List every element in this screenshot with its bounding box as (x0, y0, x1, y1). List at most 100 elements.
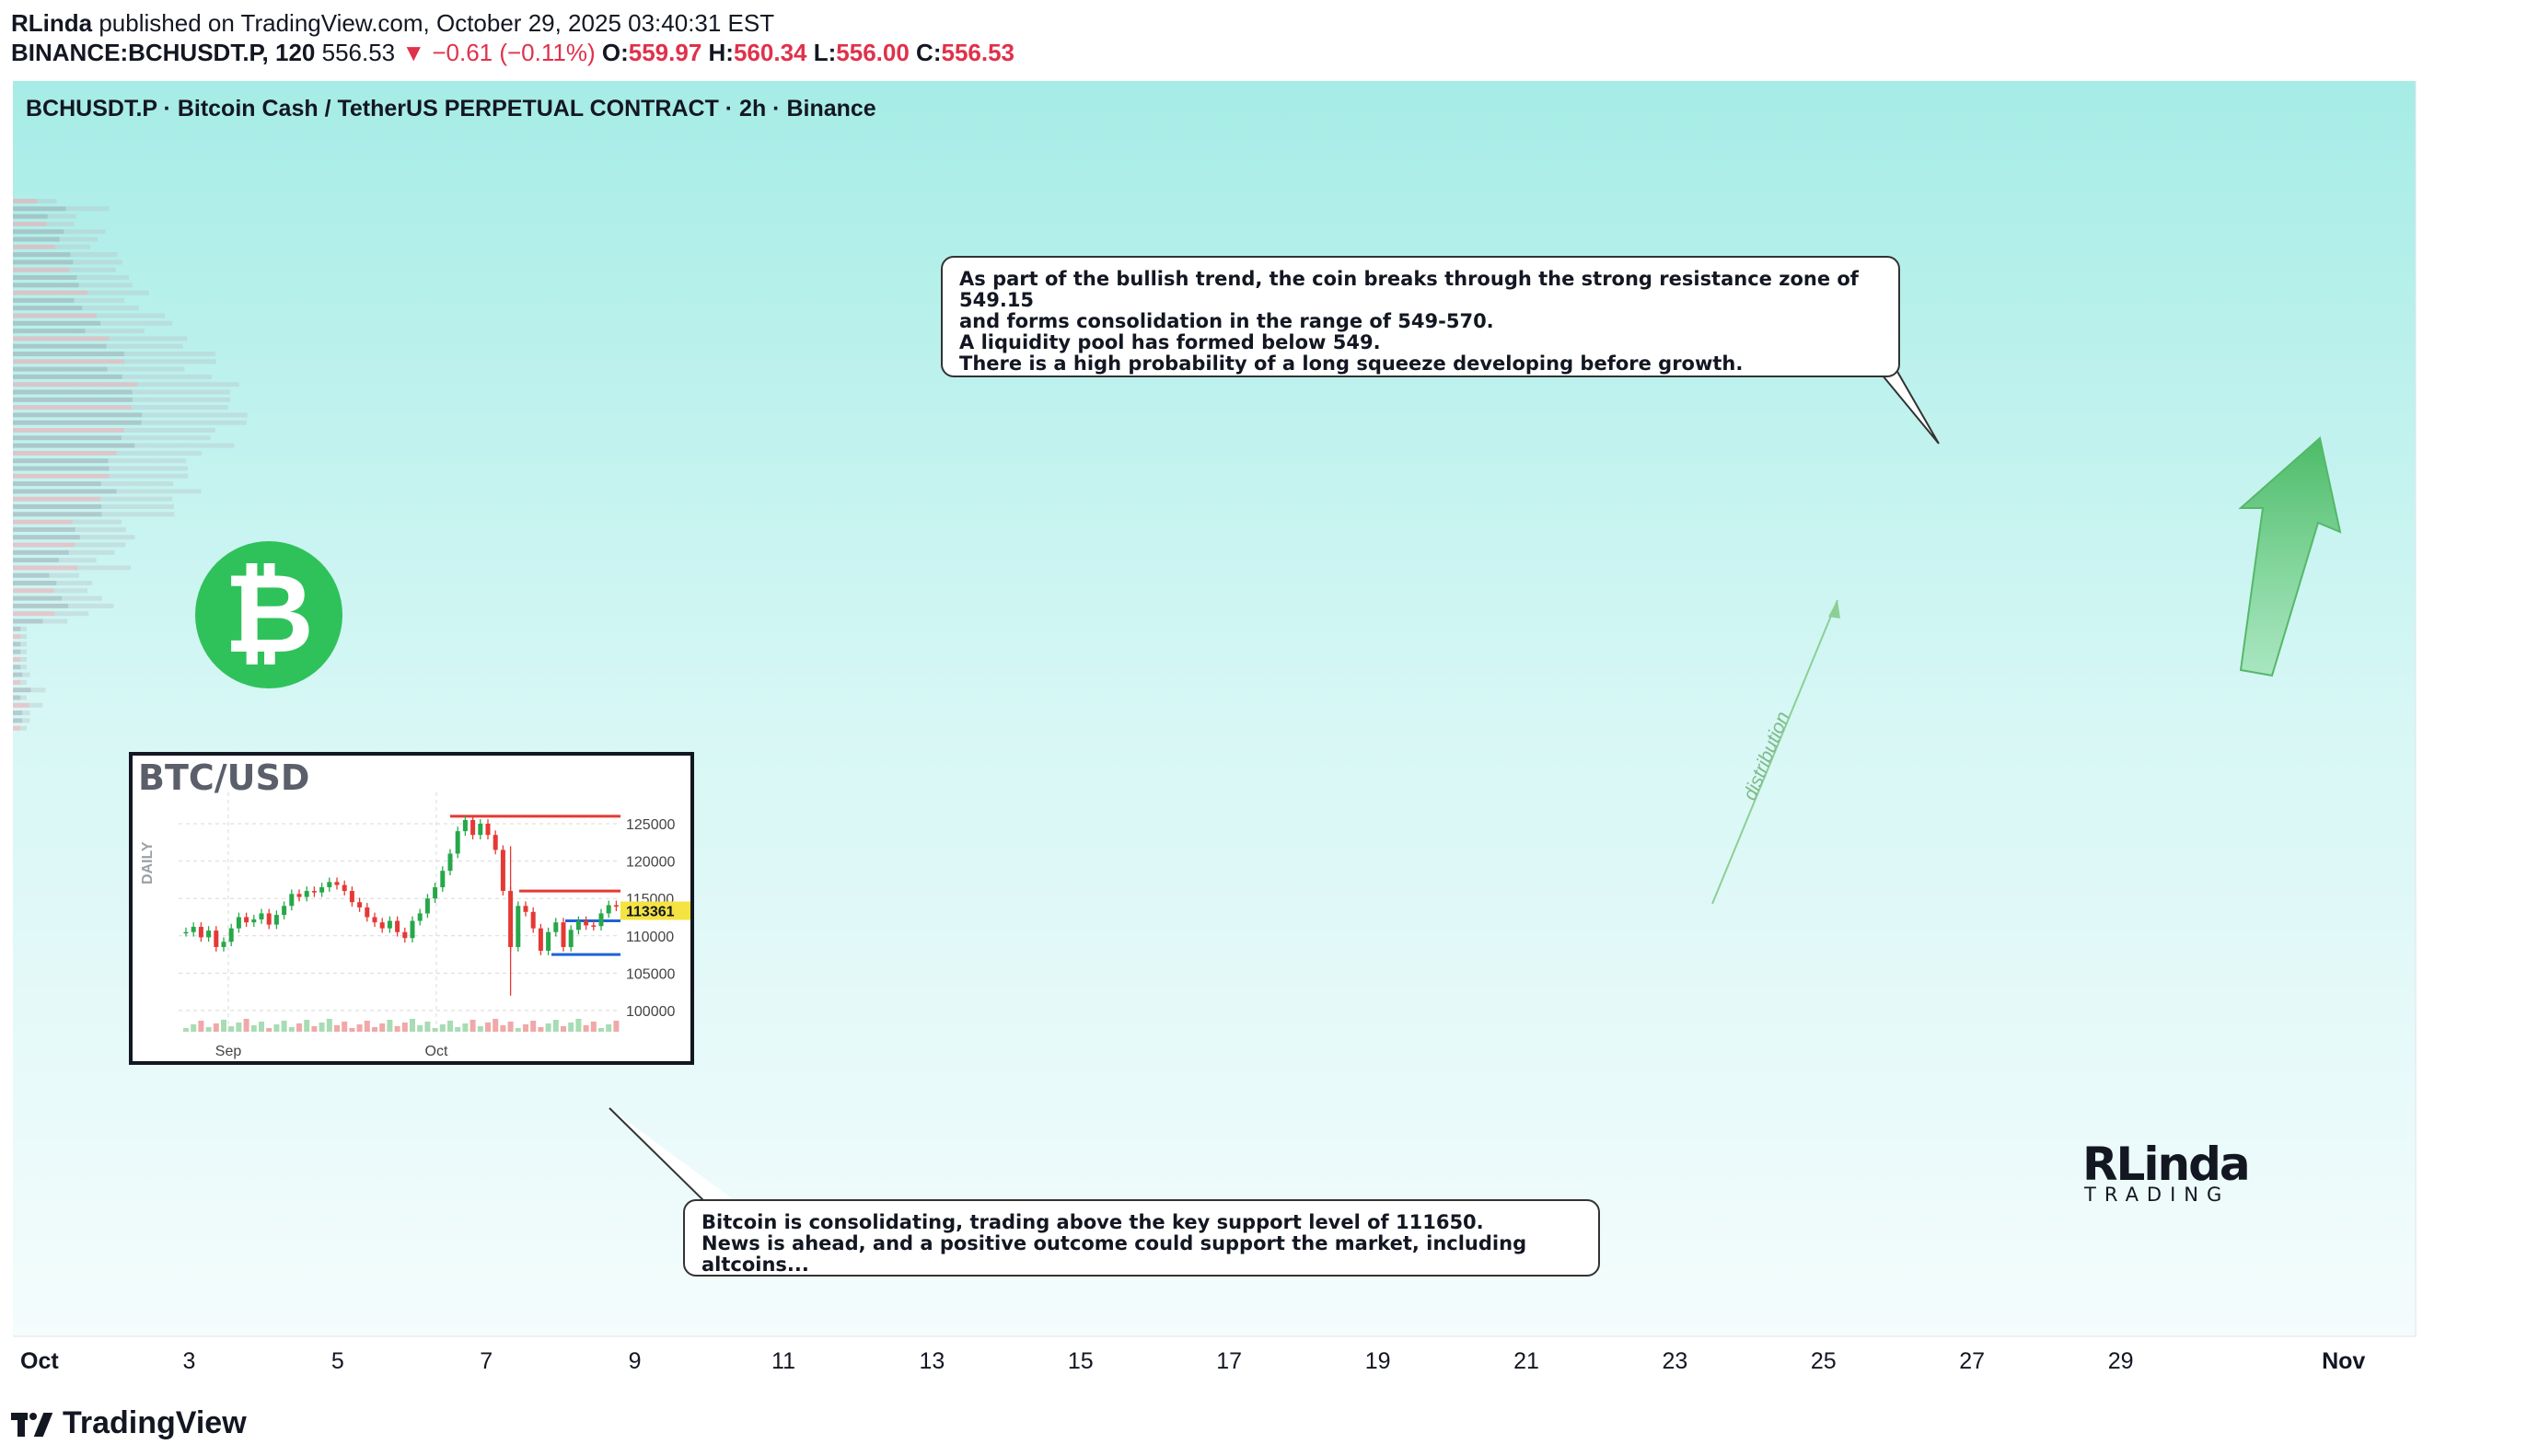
volume-profile-bar (68, 603, 114, 608)
inset-volume-bar (221, 1020, 226, 1032)
volume-profile-bar (54, 611, 89, 617)
low-value: 556.00 (836, 39, 910, 66)
inset-volume-bar (349, 1028, 355, 1032)
inset-candle-body (395, 920, 400, 932)
volume-profile-bar (116, 450, 203, 456)
volume-profile-bar (55, 244, 90, 249)
volume-profile-bar (22, 711, 30, 716)
volume-profile-bar (13, 688, 31, 693)
volume-profile-bar (106, 343, 183, 349)
volume-profile-bar (13, 572, 50, 578)
volume-profile-bar (13, 626, 21, 631)
inset-volume-bar (568, 1023, 574, 1032)
btc-note-line: News is ahead, and a positive outcome co… (701, 1232, 1527, 1276)
volume-profile-bar (109, 466, 188, 471)
volume-profile-bar (13, 244, 56, 249)
volume-profile-bar (13, 343, 107, 349)
chart-title: BCHUSDT.P · Bitcoin Cash / TetherUS PERP… (26, 96, 876, 121)
inset-volume-bar (575, 1019, 582, 1032)
volume-profile-bar (13, 252, 71, 258)
inset-candle-body (455, 831, 460, 854)
inset-volume-bar (228, 1026, 235, 1032)
volume-profile-bar (59, 237, 99, 242)
time-axis[interactable]: Oct 3 5 7 9 11 13 15 17 19 21 23 25 27 29 Nov (0, 1335, 2539, 1385)
bch-note-line: As part of the bullish trend, the coin b… (959, 268, 1859, 311)
bch-note-tail (1877, 369, 1940, 445)
volume-profile-bar (13, 397, 133, 402)
volume-profile-bar (20, 634, 27, 640)
distribution-arrow (1711, 599, 1838, 905)
time-tick-label: 19 (1365, 1348, 1391, 1374)
volume-profile-bar (13, 237, 60, 242)
time-tick-label: 9 (629, 1348, 642, 1374)
open-label: O: (601, 39, 629, 66)
volume-profile-bar (20, 626, 27, 631)
volume-profile-bar (132, 389, 230, 395)
time-tick-label: 11 (771, 1348, 795, 1374)
volume-profile-bar (37, 199, 57, 203)
symbol-line: BINANCE:BCHUSDT.P, 120 (11, 39, 316, 66)
inset-price-tag: 113361 (626, 905, 675, 920)
volume-profile-bar (101, 504, 174, 509)
volume-profile-bar (13, 466, 110, 471)
volume-profile-bar (141, 420, 247, 425)
volume-profile-bar (13, 504, 102, 509)
inset-time-tick: Oct (425, 1044, 448, 1059)
inset-candle-body (417, 913, 423, 921)
volume-profile-bar (13, 297, 75, 303)
inset-volume-bar (213, 1023, 219, 1032)
volume-profile-bar (56, 581, 93, 585)
volume-profile-bar (13, 634, 21, 640)
open-value: 559.97 (628, 39, 702, 66)
volume-profile-bar (100, 481, 174, 487)
volume-profile-bar (109, 336, 188, 341)
bitcoin-cash-logo: ₿ (195, 541, 342, 688)
time-tick-label: 7 (480, 1348, 493, 1374)
inset-candle-body (327, 882, 332, 888)
bch-note-line: and forms consolidation in the range of … (959, 310, 1494, 332)
publisher-name[interactable]: RLinda (11, 9, 93, 37)
inset-candle-body (221, 942, 226, 947)
inset-price-tag-bg (620, 901, 690, 920)
footer-bar: TradingView (0, 1385, 2539, 1456)
inset-candle-body (236, 917, 241, 929)
inset-price-tick: 105000 (626, 966, 675, 982)
price-axis[interactable]: 430.00440.00450.00460.00470.00480.00490.… (2415, 79, 2539, 1336)
volume-profile-bar (107, 366, 185, 372)
close-value: 556.53 (941, 39, 1015, 66)
volume-profile-bar (75, 526, 126, 532)
inset-volume-bar (523, 1024, 528, 1032)
inset-volume-bar (288, 1027, 295, 1032)
volume-profile-bar (30, 688, 46, 693)
time-axis-bg (0, 1336, 2539, 1385)
volume-profile-bar (13, 603, 69, 608)
close-label: C: (916, 39, 942, 66)
bullish-arrow (2238, 436, 2342, 677)
volume-profile-bar (78, 283, 133, 288)
inset-candle-body (304, 891, 309, 897)
volume-profile-bar (13, 443, 135, 448)
ohlc-line: BINANCE:BCHUSDT.P, 120 556.53 ▼ −0.61 (−… (11, 39, 1014, 67)
volume-profile-bar (13, 679, 21, 685)
volume-profile-bar (13, 214, 48, 219)
inset-price-tick: 110000 (626, 930, 674, 945)
inset-volume-bar (364, 1021, 370, 1032)
inset-candle-body (289, 894, 295, 907)
volume-profile-bar (53, 588, 87, 594)
inset-candle-body (402, 931, 408, 939)
inset-candle-body (228, 928, 234, 942)
tradingview-brand[interactable]: TradingView (11, 1405, 247, 1441)
time-tick-label: 5 (331, 1348, 344, 1374)
inset-candle-body (470, 819, 476, 836)
inset-candle-body (410, 920, 415, 939)
volume-profile-bar (13, 649, 21, 654)
volume-profile-bar (124, 359, 216, 364)
inset-candle-body (273, 915, 279, 925)
inset-candle-body (244, 917, 249, 923)
volume-profile-bar (20, 657, 27, 662)
volume-profile-bar (29, 702, 43, 708)
inset-volume-bar (455, 1027, 461, 1032)
volume-profile-bar (20, 695, 27, 700)
volume-profile-bar (100, 320, 173, 326)
volume-profile-bar (96, 313, 166, 318)
